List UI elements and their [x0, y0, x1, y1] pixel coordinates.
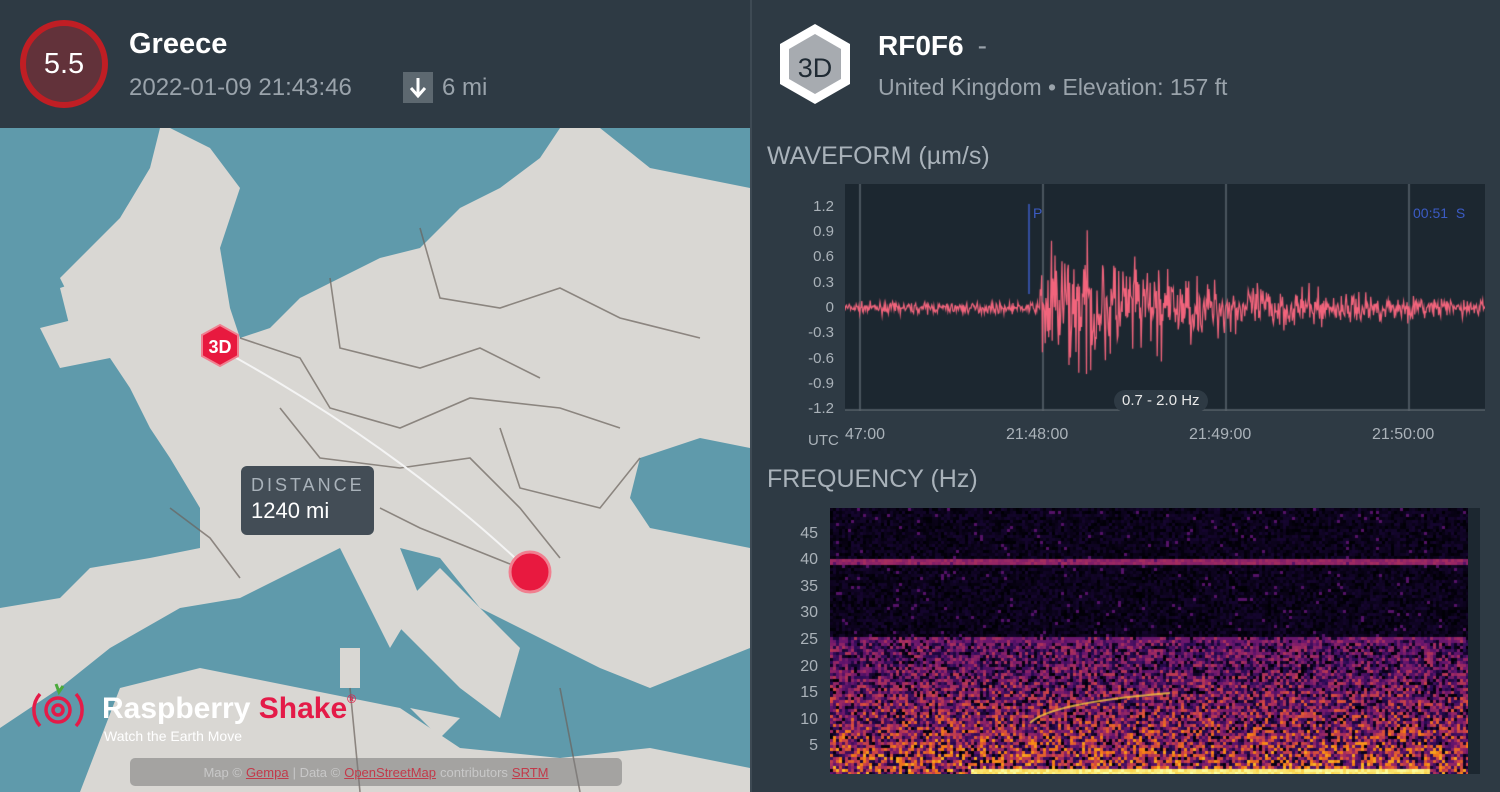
y-tick-label: 35 [800, 577, 818, 595]
y-tick-label: 15 [800, 684, 818, 702]
event-header: 5.5 Greece 2022-01-09 21:43:46 6 mi [0, 0, 750, 128]
x-tick-label: 21:48:00 [1006, 426, 1069, 443]
magnitude-badge: 5.5 [20, 20, 108, 108]
svg-text:3D: 3D [208, 337, 231, 357]
y-tick-label: 0.6 [813, 248, 834, 266]
waveform-plot[interactable] [845, 184, 1485, 411]
y-tick-label: -0.3 [808, 324, 834, 342]
station-type-hex-icon: 3D [780, 24, 850, 104]
y-tick-label: -1.2 [808, 400, 834, 418]
y-tick-label: 45 [800, 524, 818, 542]
y-tick-label: 25 [800, 631, 818, 648]
arrow-down-icon [403, 72, 433, 103]
x-tick-label: 21:50:00 [1372, 426, 1435, 443]
station-code: RF0F6- [878, 30, 987, 61]
shake-logo-icon [32, 683, 84, 728]
distance-label: DISTANCE [251, 475, 365, 495]
p-wave-label: P [1033, 205, 1043, 221]
svg-text:3D: 3D [798, 53, 833, 83]
gempa-link[interactable]: Gempa [245, 764, 289, 780]
y-tick-label: -0.6 [808, 349, 834, 367]
y-tick-label: 40 [800, 551, 818, 569]
y-tick-label: 10 [800, 710, 818, 728]
x-axis-unit: UTC [808, 432, 839, 449]
x-tick-label: 47:00 [845, 426, 886, 443]
x-tick-label: 21:49:00 [1189, 426, 1252, 443]
station-panel: 3D RF0F6- United Kingdom • Elevation: 15… [752, 0, 1500, 792]
waveform-title: WAVEFORM (µm/s) [767, 142, 990, 170]
event-region: Greece [129, 28, 228, 60]
station-location: United Kingdom • Elevation: 157 ft [878, 74, 1228, 100]
spectrogram-plot[interactable] [830, 508, 1468, 774]
y-tick-label: 0 [825, 299, 834, 316]
srtm-link[interactable]: SRTM [511, 764, 549, 780]
epicenter-marker [508, 550, 552, 594]
y-tick-label: 0.9 [813, 223, 834, 241]
event-datetime: 2022-01-09 21:43:46 [129, 74, 352, 101]
event-depth: 6 mi [442, 74, 488, 101]
y-tick-label: 5 [809, 737, 818, 755]
y-tick-label: 30 [800, 604, 818, 622]
raspberry-shake-logo: Raspberry Shake® Watch the Earth Move [30, 680, 356, 745]
osm-link[interactable]: OpenStreetMap [344, 764, 436, 780]
event-panel: 5.5 Greece 2022-01-09 21:43:46 6 mi [0, 0, 750, 792]
s-wave-countdown: 00:51 S [1413, 205, 1466, 221]
station-marker [201, 323, 239, 368]
distance-tooltip: DISTANCE 1240 mi [241, 466, 374, 535]
spectrogram-scrollbar [1468, 508, 1480, 774]
y-tick-label: -0.9 [808, 374, 834, 392]
frequency-title: FREQUENCY (Hz) [767, 465, 978, 493]
distance-value: 1240 mi [251, 498, 330, 523]
y-tick-label: 0.3 [813, 273, 834, 291]
y-tick-label: 20 [800, 657, 818, 675]
filter-band-badge[interactable]: 0.7 - 2.0 Hz [1114, 390, 1208, 412]
y-tick-label: 1.2 [813, 197, 834, 215]
panel-divider [750, 0, 752, 792]
map-attribution: Map © Gempa | Data © OpenStreetMap contr… [130, 758, 622, 786]
